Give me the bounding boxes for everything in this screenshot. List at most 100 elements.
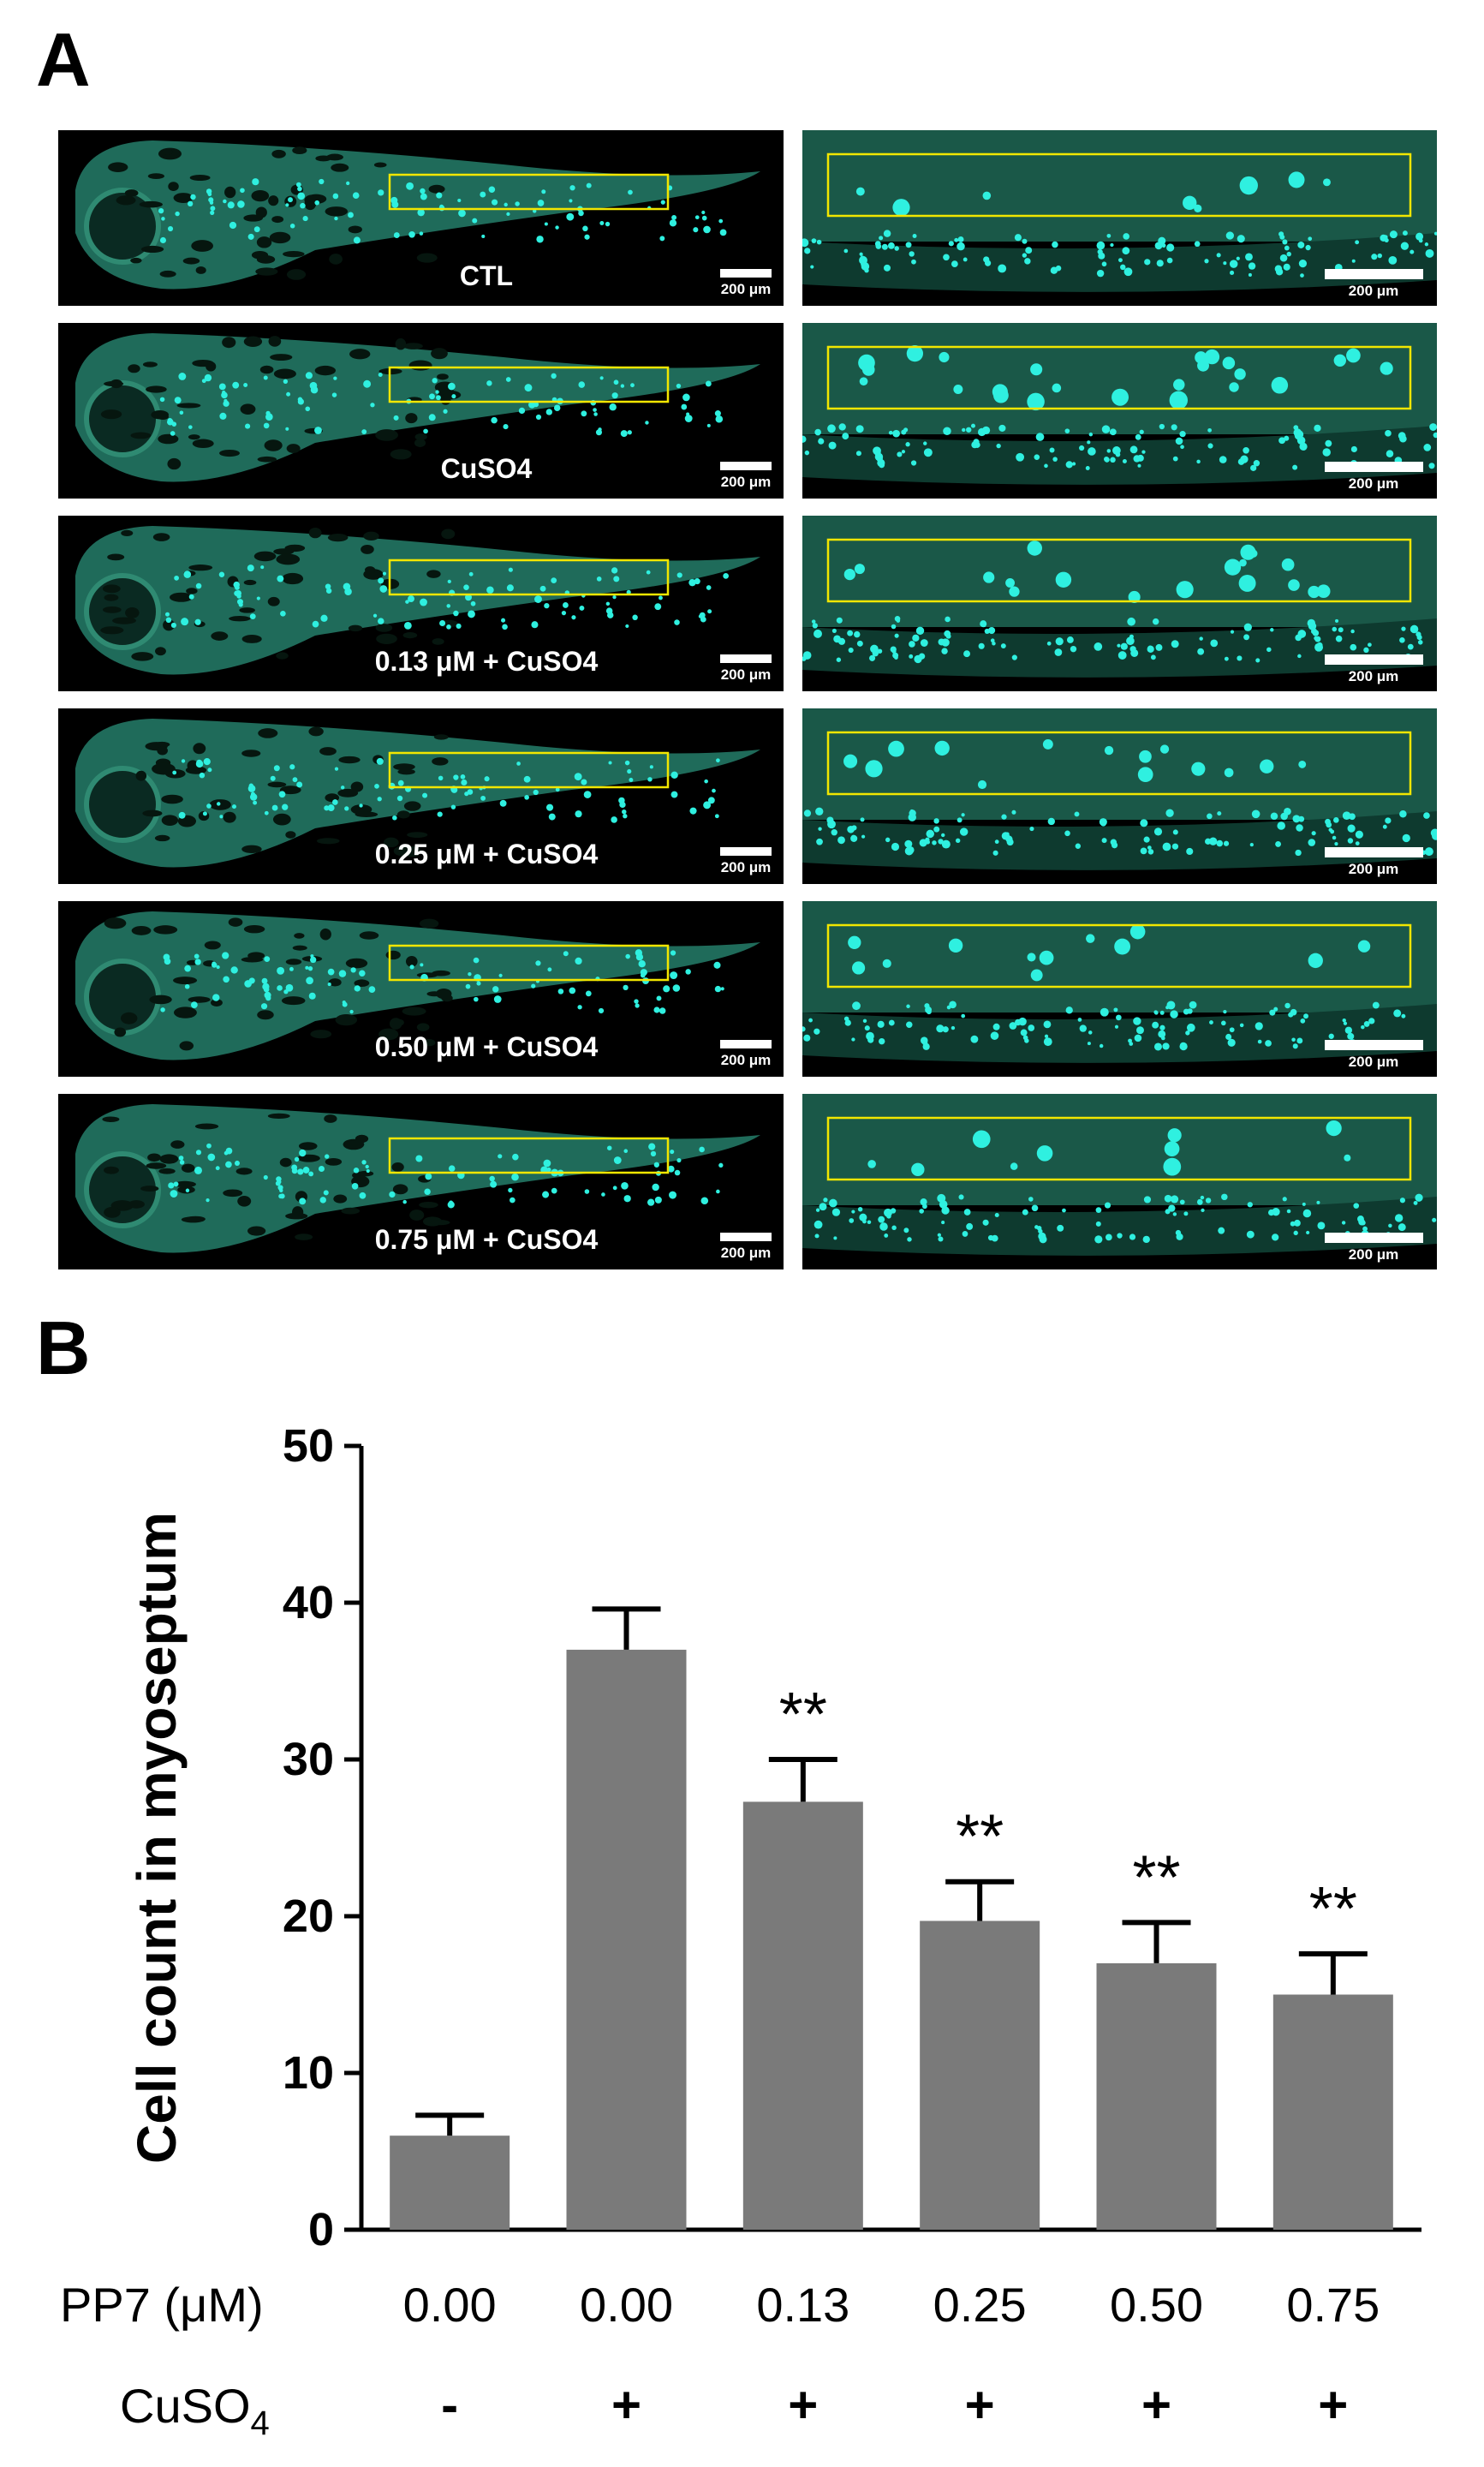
neutrophil-dot <box>374 783 379 789</box>
neutrophil-dot <box>635 1003 640 1008</box>
neutrophil-dot <box>219 412 227 420</box>
neutrophil-dot <box>1243 623 1252 631</box>
neutrophil-dot <box>598 1007 605 1014</box>
neutrophil-dot <box>310 385 319 394</box>
scale-bar-label: 200 μm <box>720 859 772 875</box>
migrated-cell <box>1308 585 1320 599</box>
neutrophil-dot <box>1225 231 1235 240</box>
neutrophil-dot <box>1139 429 1144 434</box>
neutrophil-dot <box>1371 254 1378 260</box>
neutrophil-dot <box>506 584 514 592</box>
pigment-spot <box>397 768 415 775</box>
neutrophil-dot <box>1425 248 1434 258</box>
neutrophil-dot <box>207 1153 216 1162</box>
pigment-spot <box>355 811 378 818</box>
neutrophil-dot <box>182 620 188 626</box>
pigment-spot <box>432 638 444 645</box>
neutrophil-dot <box>1126 636 1135 646</box>
neutrophil-dot <box>1410 249 1415 254</box>
neutrophil-dot <box>941 833 945 838</box>
pigment-spot <box>240 403 256 415</box>
migrated-cell <box>1129 923 1146 940</box>
neutrophil-dot <box>170 622 176 628</box>
neutrophil-dot <box>409 965 414 970</box>
neutrophil-dot <box>372 613 378 618</box>
migrated-cell <box>1330 1120 1340 1131</box>
neutrophil-dot <box>656 995 662 1001</box>
neutrophil-dot <box>1424 847 1433 857</box>
pigment-spot <box>294 933 305 939</box>
neutrophil-dot <box>861 834 866 839</box>
migrated-cell <box>843 754 858 768</box>
neutrophil-dot <box>1137 463 1141 468</box>
neutrophil-dot <box>1171 843 1179 850</box>
migrated-cell <box>1204 349 1220 365</box>
neutrophil-dot <box>391 200 399 208</box>
neutrophil-dot <box>1294 1219 1301 1227</box>
neutrophil-dot <box>844 1019 851 1026</box>
neutrophil-dot <box>804 248 811 254</box>
neutrophil-dot <box>703 801 712 809</box>
neutrophil-dot <box>583 791 592 798</box>
neutrophil-dot <box>1043 1020 1052 1029</box>
neutrophil-dot <box>231 804 237 809</box>
neutrophil-dot <box>1291 1037 1296 1042</box>
neutrophil-dot <box>978 642 985 649</box>
neutrophil-dot <box>270 775 276 781</box>
neutrophil-dot <box>855 451 861 457</box>
migrated-cell <box>1322 178 1331 187</box>
neutrophil-dot <box>480 191 486 198</box>
neutrophil-dot <box>557 989 564 995</box>
neutrophil-dot <box>1413 1200 1418 1205</box>
neutrophil-dot <box>1153 827 1163 836</box>
neutrophil-dot <box>249 793 258 801</box>
neutrophil-dot <box>305 406 311 412</box>
neutrophil-dot <box>1306 1230 1310 1235</box>
trunk-tissue <box>802 901 1437 1012</box>
pigment-spot <box>402 1007 426 1016</box>
neutrophil-dot <box>261 977 268 984</box>
neutrophil-dot <box>1223 261 1227 266</box>
neutrophil-dot <box>1064 830 1070 837</box>
neutrophil-dot <box>1282 1197 1287 1202</box>
scale-bar <box>1325 269 1423 279</box>
neutrophil-dot <box>227 1163 231 1168</box>
pigment-spot <box>153 925 178 935</box>
neutrophil-dot <box>361 1160 367 1165</box>
migrated-cell <box>1197 359 1209 372</box>
neutrophil-dot <box>1117 1233 1123 1239</box>
neutrophil-dot <box>1104 457 1110 463</box>
neutrophil-dot <box>174 575 179 581</box>
pigment-spot <box>276 652 289 660</box>
neutrophil-dot <box>332 193 339 200</box>
neutrophil-dot <box>178 811 186 819</box>
neutrophil-dot <box>429 393 435 400</box>
roi-box <box>388 944 670 982</box>
migrated-cell <box>1288 579 1300 591</box>
neutrophil-dot <box>585 990 592 997</box>
larva-body <box>75 911 760 1060</box>
pigment-spot <box>357 1170 374 1177</box>
neutrophil-dot <box>1347 1032 1355 1040</box>
neutrophil-dot <box>943 427 951 436</box>
pigment-spot <box>194 1123 219 1130</box>
neutrophil-dot <box>1423 444 1432 451</box>
neutrophil-dot <box>1044 1034 1049 1038</box>
migrated-cell <box>1010 1162 1018 1170</box>
pigment-spot <box>130 432 152 439</box>
neutrophil-dot <box>282 803 289 810</box>
neutrophil-dot <box>320 614 328 622</box>
neutrophil-dot <box>327 983 331 987</box>
neutrophil-dot <box>862 1018 867 1024</box>
scale-bar <box>1325 654 1423 665</box>
neutrophil-dot <box>325 588 332 594</box>
neutrophil-dot <box>1229 1027 1235 1033</box>
pigment-spot <box>403 801 421 811</box>
migrated-cell <box>1030 969 1043 982</box>
neutrophil-dot <box>1351 259 1356 263</box>
neutrophil-dot <box>408 230 415 238</box>
neutrophil-dot <box>377 797 382 802</box>
neutrophil-dot <box>480 795 486 801</box>
pigment-spot <box>267 596 280 606</box>
neutrophil-dot <box>264 810 269 815</box>
